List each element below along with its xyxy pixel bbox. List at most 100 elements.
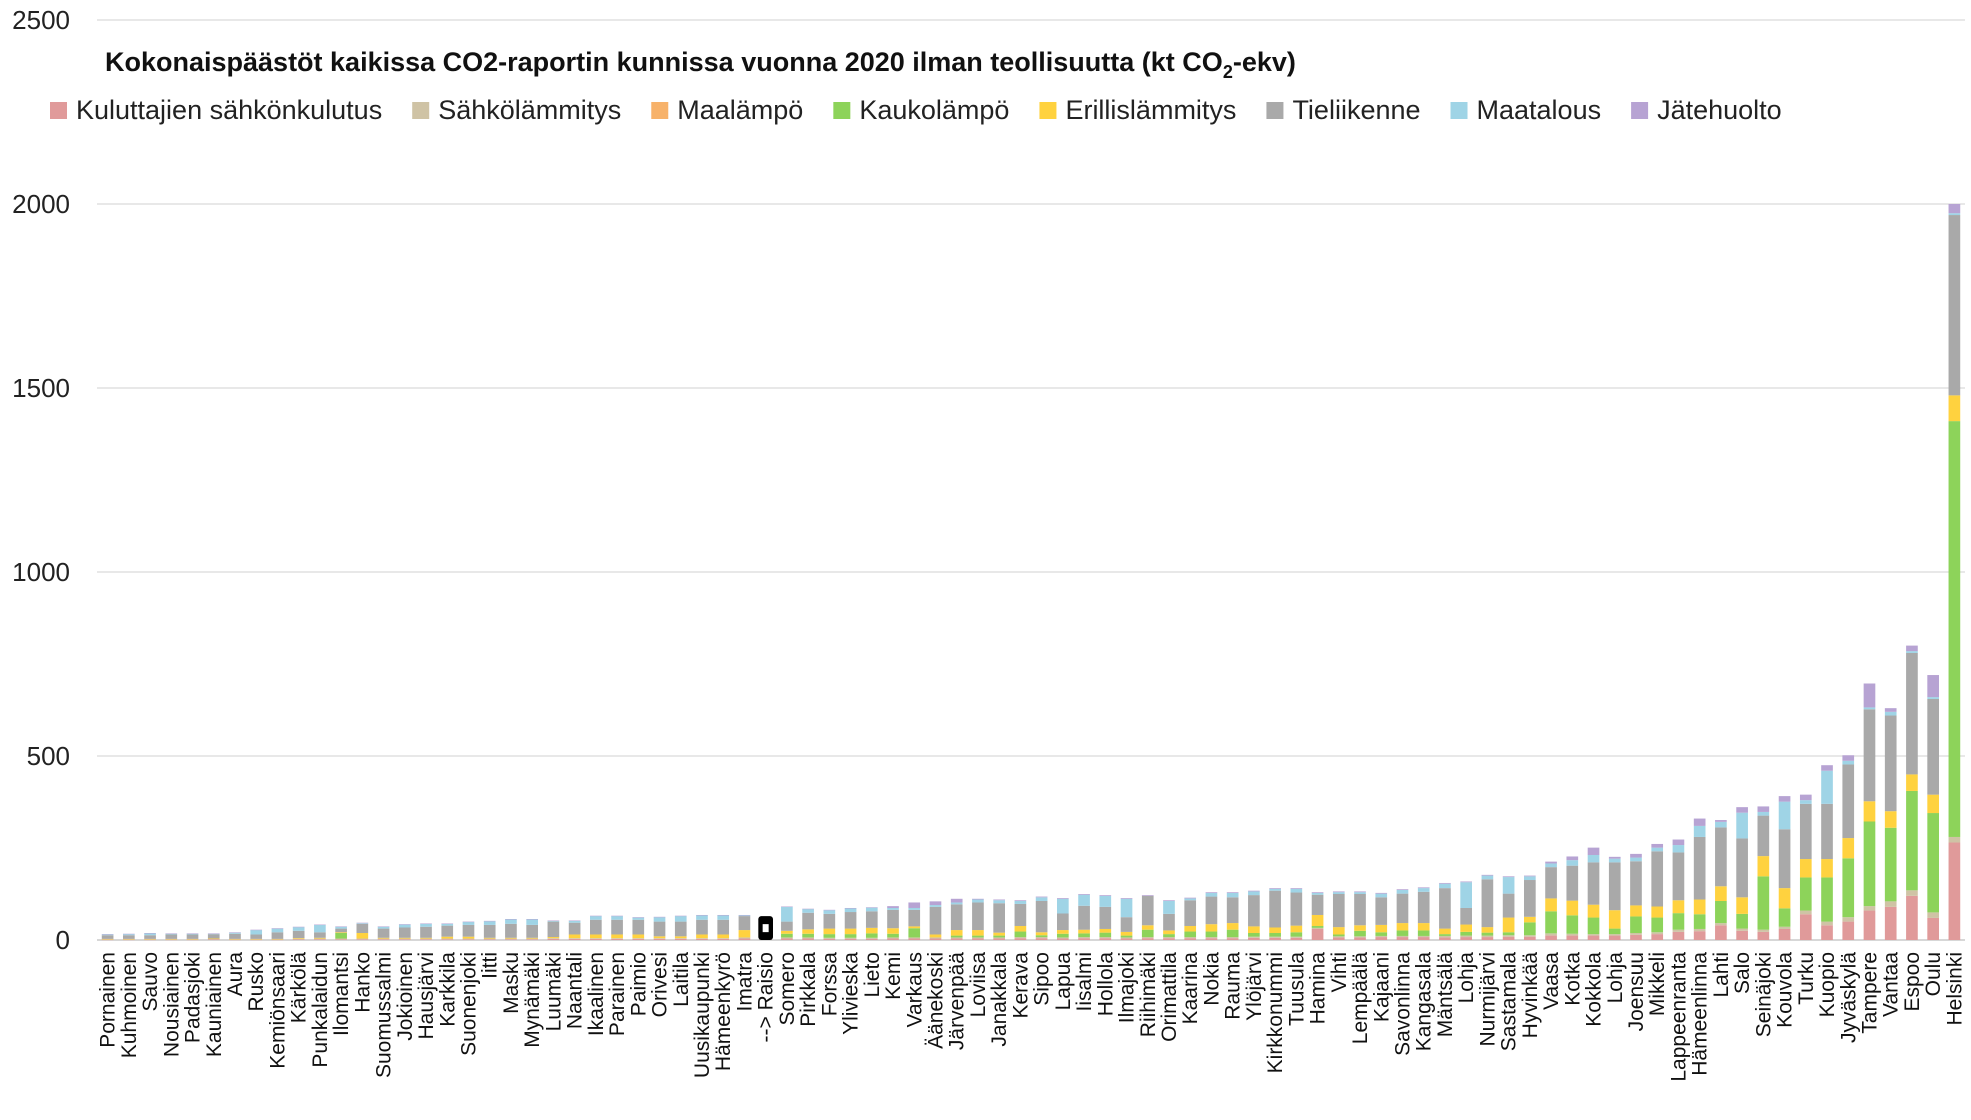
bar-segment xyxy=(653,916,666,918)
bar-segment xyxy=(101,938,114,940)
legend-item: Maalämpö xyxy=(651,95,803,125)
bar-segment xyxy=(1120,917,1133,932)
bar-segment xyxy=(1608,928,1621,935)
x-category-label: Ilmajoki xyxy=(1116,952,1139,1023)
x-category-label: Pirkkala xyxy=(797,952,820,1027)
bar-segment xyxy=(844,937,857,939)
bar-segment xyxy=(229,939,241,941)
x-category-label: Lahti xyxy=(1710,952,1733,998)
bar-segment xyxy=(186,933,199,934)
x-category-label: Orivesi xyxy=(649,952,672,1017)
bar-stack xyxy=(526,919,538,940)
bar-segment xyxy=(632,938,645,940)
x-category-label: Lieto xyxy=(861,952,884,998)
bar-segment xyxy=(568,922,581,935)
bar-segment xyxy=(271,928,284,929)
bar-segment xyxy=(1481,875,1494,880)
bar-stack xyxy=(1736,807,1748,940)
bar-segment xyxy=(1396,923,1409,931)
bar-segment xyxy=(1354,936,1366,938)
bar-segment xyxy=(1799,800,1812,804)
bar-segment xyxy=(1439,935,1451,938)
bar-segment xyxy=(1821,770,1833,804)
bar-segment xyxy=(674,936,687,939)
bar-segment xyxy=(1269,888,1281,891)
x-category-label: Savonlinna xyxy=(1391,952,1414,1056)
bar-stack xyxy=(1163,900,1175,940)
bar-stack xyxy=(1927,675,1939,940)
x-category-label: Oulu xyxy=(1922,952,1945,996)
bar-stack xyxy=(717,914,730,940)
x-category-label: Hämeenkyrö xyxy=(712,952,735,1071)
bar-segment xyxy=(929,901,942,906)
bar-segment xyxy=(929,937,942,939)
bar-segment xyxy=(1099,906,1112,929)
bar-segment xyxy=(1587,934,1600,936)
bar-segment xyxy=(526,924,538,938)
bar-segment xyxy=(1375,893,1388,898)
x-category-label: Aura xyxy=(224,952,247,997)
bar-segment xyxy=(1078,933,1090,938)
chart-title: Kokonaispäästöt kaikissa CO2-raportin ku… xyxy=(105,47,1296,82)
bar-segment xyxy=(1396,893,1409,924)
bar-segment xyxy=(207,938,220,940)
bar-segment xyxy=(568,934,581,939)
x-category-label: Sipoo xyxy=(1031,952,1054,1006)
bar-segment xyxy=(1778,928,1791,940)
bar-stack xyxy=(1884,708,1897,940)
x-category-label: Sauvo xyxy=(139,952,162,1012)
x-category-label: Kerava xyxy=(1009,952,1032,1019)
x-category-label: Lapua xyxy=(1052,952,1075,1011)
bar-segment xyxy=(483,921,496,925)
bar-segment xyxy=(1630,916,1642,934)
bar-segment xyxy=(1184,938,1197,940)
bar-segment xyxy=(1863,683,1876,708)
bar-segment xyxy=(1375,892,1388,894)
bar-segment xyxy=(1014,900,1027,901)
bar-segment xyxy=(1035,896,1048,898)
x-category-label: Jokioinen xyxy=(394,952,417,1041)
bar-segment xyxy=(1863,910,1876,940)
bar-segment xyxy=(144,938,156,940)
bar-segment xyxy=(1736,930,1748,940)
bar-segment xyxy=(887,906,899,908)
x-category-label: Seinäjoki xyxy=(1752,952,1775,1037)
bar-segment xyxy=(186,933,199,935)
bar-segment xyxy=(1842,760,1855,765)
bar-segment xyxy=(1884,715,1897,812)
bar-stack xyxy=(1332,891,1345,940)
bar-segment xyxy=(1099,895,1112,896)
bar-stack xyxy=(1141,895,1154,940)
bar-segment xyxy=(696,938,708,940)
bar-segment xyxy=(823,913,836,929)
bar-segment xyxy=(1842,838,1855,859)
bar-segment xyxy=(908,909,921,927)
bar-segment xyxy=(441,923,454,926)
bar-segment xyxy=(547,938,560,940)
bar-segment xyxy=(356,923,369,934)
legend-swatch xyxy=(50,102,67,119)
bar-segment xyxy=(1248,895,1260,927)
bar-segment xyxy=(1906,890,1918,896)
bar-segment xyxy=(611,938,623,940)
bar-stack xyxy=(271,928,284,941)
bar-segment xyxy=(229,933,241,939)
x-category-label: Luumäki xyxy=(542,952,565,1031)
x-category-label: Nurmijärvi xyxy=(1476,952,1499,1047)
bar-segment xyxy=(993,899,1005,901)
bar-segment xyxy=(1375,932,1388,936)
bar-stack xyxy=(972,898,984,940)
bar-segment xyxy=(1057,913,1069,931)
bar-segment xyxy=(1715,886,1727,901)
bar-segment xyxy=(526,919,538,920)
bar-segment xyxy=(1566,900,1579,916)
bar-segment xyxy=(1354,925,1366,931)
bar-stack xyxy=(1354,891,1366,940)
bar-segment xyxy=(505,923,517,938)
bar-segment xyxy=(1545,935,1557,940)
x-category-label: Hyvinkää xyxy=(1519,952,1542,1039)
bar-segment xyxy=(1842,755,1855,761)
bar-stack xyxy=(1672,839,1685,940)
bar-segment xyxy=(1502,877,1515,894)
bar-segment xyxy=(1884,711,1897,716)
